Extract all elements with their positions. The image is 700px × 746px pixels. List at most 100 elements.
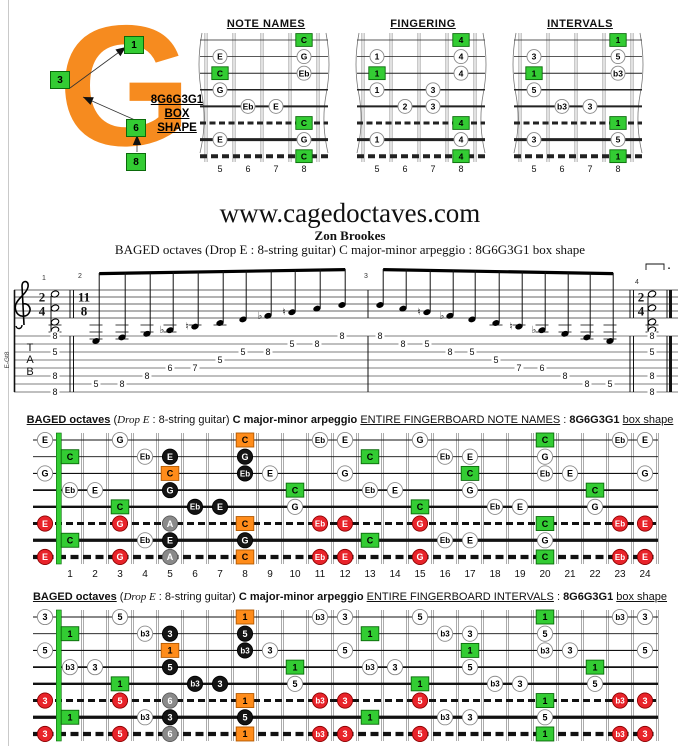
svg-text:Eb: Eb (190, 503, 200, 512)
time-signature-top: 2 (39, 290, 46, 305)
notehead (191, 323, 199, 330)
fret-number-label: 8 (458, 164, 463, 174)
note-marker: G (111, 515, 129, 532)
accidental: ♭ (258, 311, 263, 322)
logo-label-box: BOX (164, 108, 190, 120)
note-marker: 1 (160, 642, 180, 658)
fret-number-label: 8 (615, 164, 620, 174)
note-marker: 1 (585, 659, 605, 675)
mini-diagram-intervals: INTERVALS 1 3 5 1 b3 5 b3 3 1 3 5 1 5 6 7 8 (510, 18, 650, 180)
svg-text:3: 3 (42, 612, 47, 622)
svg-text:3: 3 (532, 135, 537, 145)
note-marker: G (111, 548, 129, 566)
notehead (216, 320, 224, 326)
tab-number-mask (190, 363, 200, 373)
tab-number: 8 (400, 339, 405, 349)
note-marker: b3 (311, 608, 329, 626)
note-marker: b3 (486, 675, 504, 692)
logo-arrow-line (69, 46, 127, 89)
note-marker: 6 (161, 692, 179, 709)
svg-text:3: 3 (92, 662, 97, 672)
note-marker: 4 (453, 132, 469, 148)
note-marker: C (110, 499, 130, 515)
svg-text:b3: b3 (540, 646, 550, 655)
nut-bar (55, 609, 62, 742)
fret-number-label: 14 (389, 569, 401, 580)
svg-text:3: 3 (217, 679, 222, 689)
note-marker: E (636, 548, 654, 566)
svg-text:5: 5 (532, 85, 537, 95)
svg-text:3: 3 (517, 679, 522, 689)
logo-letter-g: G (58, 0, 192, 182)
svg-text:5: 5 (417, 612, 422, 622)
note-marker: 1 (369, 82, 385, 98)
note-marker: 3 (36, 608, 54, 626)
svg-text:C: C (301, 118, 307, 128)
chart-header-segment: BAGED octaves (32, 591, 117, 603)
note-marker: 2 (397, 98, 413, 114)
svg-text:3: 3 (267, 646, 272, 656)
svg-text:5: 5 (417, 729, 422, 739)
notehead (338, 302, 346, 308)
tab-number-mask (491, 355, 501, 365)
fret-number-label: 6 (245, 164, 250, 174)
tab-number: 6 (539, 363, 544, 373)
mini-board-fingering: 4 1 4 1 4 1 3 2 3 4 1 4 4 5 6 7 8 (355, 32, 487, 174)
fret-number-label: 23 (614, 569, 626, 580)
note-marker: G (36, 465, 54, 482)
note-marker: E (461, 532, 479, 549)
tab-number-mask (50, 387, 60, 397)
time-signature-bottom: 8 (81, 304, 88, 319)
note-marker: Eb (311, 548, 329, 566)
tab-number-mask (582, 379, 592, 389)
tab-number-mask (647, 347, 657, 357)
fret-number-label: 7 (217, 569, 223, 580)
svg-text:G: G (466, 485, 473, 495)
note-marker: b3 (610, 65, 626, 81)
page-edge-line (8, 0, 9, 746)
note-marker: 5 (610, 132, 626, 148)
svg-text:E: E (92, 485, 98, 495)
svg-text:E: E (42, 519, 48, 529)
svg-text:1: 1 (592, 662, 597, 672)
svg-text:E: E (217, 135, 223, 145)
note-marker: 1 (285, 659, 305, 675)
svg-text:1: 1 (616, 118, 621, 128)
svg-text:G: G (301, 135, 308, 145)
note-marker: Eb (236, 465, 254, 482)
note-marker: 4 (452, 33, 470, 47)
note-marker: G (296, 49, 312, 65)
note-marker: b3 (611, 725, 629, 743)
svg-text:G: G (416, 552, 423, 562)
svg-text:3: 3 (342, 696, 347, 706)
note-marker: 1 (525, 66, 543, 81)
note-marker: 5 (536, 625, 554, 642)
board-left-edge (512, 32, 519, 154)
note-marker: C (160, 465, 180, 481)
note-marker: C (60, 449, 80, 465)
svg-text:G: G (116, 435, 123, 445)
svg-text:b3: b3 (613, 68, 623, 78)
svg-text:5: 5 (117, 612, 122, 622)
notehead (166, 327, 174, 334)
note-marker: Eb (536, 465, 554, 482)
logo-arrows (69, 46, 142, 152)
svg-text:5: 5 (167, 662, 172, 672)
svg-text:4: 4 (459, 35, 464, 45)
logo-label-shape-name: 8G6G3G1 (150, 94, 204, 106)
accidental: ♭ (440, 311, 445, 322)
svg-text:1: 1 (167, 646, 172, 656)
sheet-subtitle: BAGED octaves (Drop E : 8-string guitar)… (114, 242, 586, 257)
note-marker: 3 (336, 692, 354, 709)
notehead (92, 338, 100, 344)
svg-text:Eb: Eb (540, 469, 550, 478)
note-marker: Eb (311, 515, 329, 532)
note-marker: Eb (611, 548, 629, 566)
note-marker: 1 (460, 642, 480, 658)
svg-text:C: C (117, 502, 124, 512)
svg-text:Eb: Eb (615, 519, 625, 528)
svg-text:G: G (341, 469, 348, 479)
svg-text:E: E (42, 435, 48, 445)
tab-number-mask (375, 331, 385, 341)
svg-text:3: 3 (42, 696, 47, 706)
